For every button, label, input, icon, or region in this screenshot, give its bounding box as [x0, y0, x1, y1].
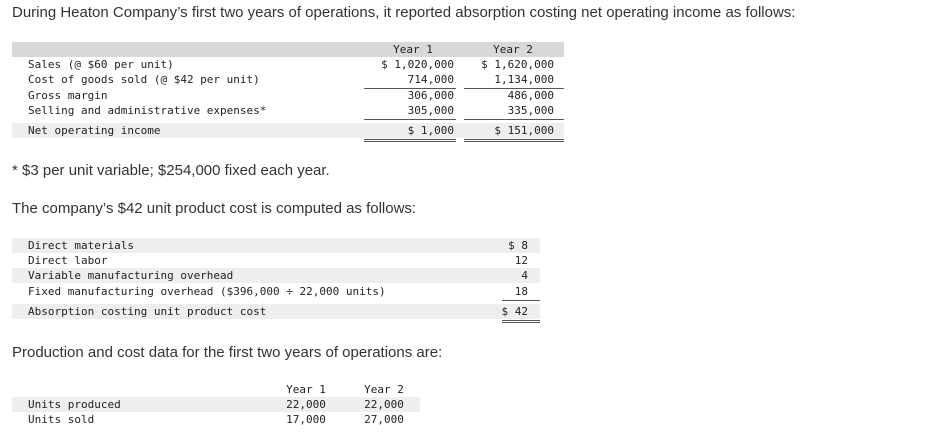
- row-label: Units produced: [28, 398, 121, 411]
- footnote-text: * $3 per unit variable; $254,000 fixed e…: [12, 162, 330, 179]
- unit-cost-value: 18: [514, 285, 528, 298]
- row-stripe: [12, 268, 540, 283]
- unit-cost-value: 4: [521, 269, 528, 282]
- production-intro-text: Production and cost data for the first t…: [12, 344, 443, 361]
- table-row: Selling and administrative expenses* 305…: [12, 103, 564, 118]
- year-1-value: 17,000: [286, 413, 326, 426]
- unit-cost-value: 12: [514, 254, 528, 267]
- row-label: Absorption costing unit product cost: [28, 305, 267, 318]
- subtotal-rule: [364, 119, 456, 120]
- year-1-value: $ 1,000: [407, 124, 454, 137]
- total-double-rule: [502, 320, 540, 323]
- year-2-value: 1,134,000: [494, 73, 554, 86]
- intro-text: During Heaton Company’s first two years …: [12, 4, 796, 21]
- year-1-value: 305,000: [407, 104, 454, 117]
- row-label: Fixed manufacturing overhead ($396,000 ÷…: [28, 285, 386, 298]
- row-stripe: [12, 304, 540, 319]
- table-row: Gross margin 306,000 486,000: [12, 88, 564, 103]
- income-statement-table: Year 1 Year 2 Sales (@ $60 per unit) $ 1…: [12, 42, 567, 148]
- table-row: Variable manufacturing overhead 4: [12, 268, 540, 283]
- table-row: Sales (@ $60 per unit) $ 1,020,000 $ 1,6…: [12, 57, 564, 72]
- column-header-year-2: Year 2: [364, 383, 404, 396]
- total-double-rule: [364, 139, 456, 142]
- table-row: Absorption costing unit product cost $ 4…: [12, 304, 540, 319]
- row-label: Selling and administrative expenses*: [28, 104, 267, 117]
- year-2-value: $ 1,620,000: [481, 58, 554, 71]
- unit-cost-table: Direct materials $ 8 Direct labor 12 Var…: [12, 238, 542, 323]
- table-header-bar: [12, 42, 564, 57]
- subtotal-rule: [464, 88, 564, 89]
- unit-cost-value: $ 42: [501, 305, 529, 318]
- unit-cost-value: $ 8: [508, 239, 528, 252]
- row-label: Direct materials: [28, 239, 134, 252]
- subtotal-rule: [464, 119, 564, 120]
- table-row: Cost of goods sold (@ $42 per unit) 714,…: [12, 72, 564, 87]
- year-2-value: 335,000: [507, 104, 554, 117]
- table-row: Direct materials $ 8: [12, 238, 540, 253]
- row-label: Direct labor: [28, 254, 108, 267]
- table-row: Direct labor 12: [12, 253, 540, 268]
- table-header-row: Year 1 Year 2: [12, 382, 420, 397]
- year-1-value: $ 1,020,000: [381, 58, 454, 71]
- total-double-rule: [464, 139, 564, 142]
- row-label: Net operating income: [28, 124, 161, 137]
- column-header-year-1: Year 1: [393, 43, 433, 56]
- year-2-value: 486,000: [507, 89, 554, 102]
- table-row: Units produced 22,000 22,000: [12, 397, 420, 412]
- table-row: Units sold 17,000 27,000: [12, 412, 420, 427]
- row-label: Cost of goods sold (@ $42 per unit): [28, 73, 260, 86]
- row-label: Variable manufacturing overhead: [28, 269, 234, 282]
- year-1-value: 306,000: [407, 89, 454, 102]
- row-label: Gross margin: [28, 89, 108, 102]
- row-label: Units sold: [28, 413, 95, 426]
- year-2-value: 27,000: [364, 413, 404, 426]
- table-row: Net operating income $ 1,000 $ 151,000: [12, 123, 564, 138]
- year-1-value: 22,000: [286, 398, 326, 411]
- year-2-value: $ 151,000: [494, 124, 554, 137]
- table-row: Fixed manufacturing overhead ($396,000 ÷…: [12, 284, 540, 299]
- subtotal-rule: [364, 88, 456, 89]
- year-1-value: 714,000: [407, 73, 454, 86]
- row-stripe: [12, 123, 564, 138]
- column-header-year-2: Year 2: [493, 43, 533, 56]
- subtotal-rule: [502, 300, 540, 301]
- year-2-value: 22,000: [364, 398, 404, 411]
- row-stripe: [12, 397, 420, 412]
- row-label: Sales (@ $60 per unit): [28, 58, 174, 71]
- production-table: Year 1 Year 2 Units produced 22,000 22,0…: [12, 382, 422, 430]
- column-header-year-1: Year 1: [286, 383, 326, 396]
- row-stripe: [12, 238, 540, 253]
- unit-cost-intro-text: The company’s $42 unit product cost is c…: [12, 200, 417, 217]
